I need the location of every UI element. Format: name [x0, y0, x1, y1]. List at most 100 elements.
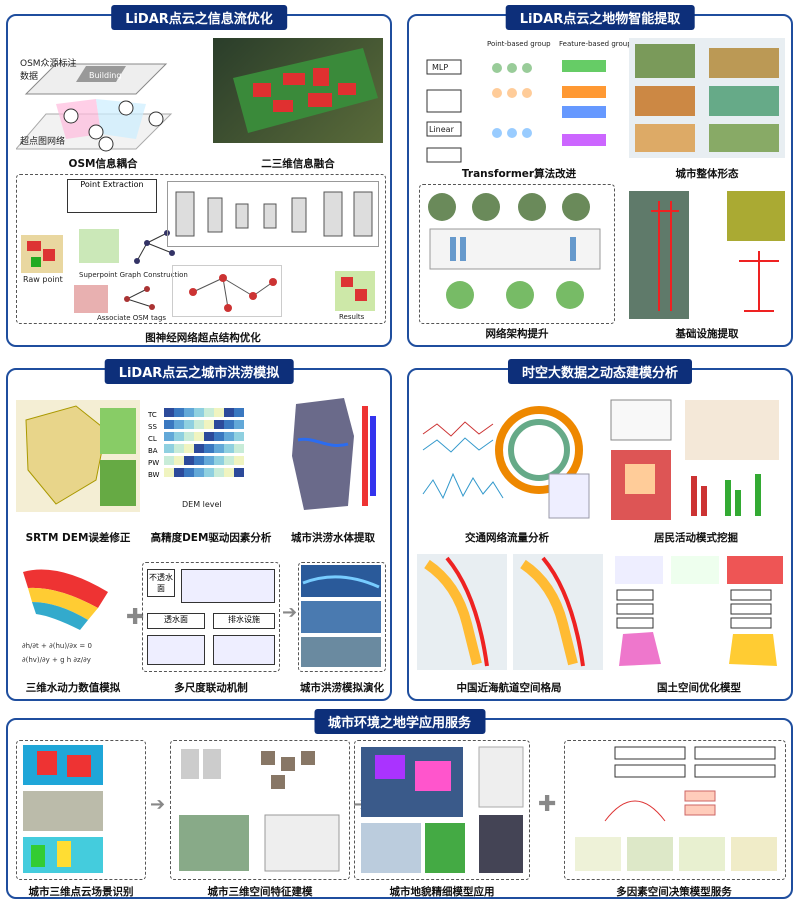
caption-infra: 基础设施提取 — [675, 328, 739, 340]
graph-node-image — [172, 265, 282, 317]
panel-title: 时空大数据之动态建模分析 — [507, 359, 693, 384]
heatmap-cell — [184, 420, 194, 429]
caption-fusion: 二三维信息融合 — [261, 158, 335, 170]
heatmap-cell — [234, 408, 244, 417]
heatmap-cell — [174, 456, 184, 465]
eq-box-1 — [181, 569, 275, 603]
caption-city: 城市整体形态 — [675, 168, 739, 180]
eq-box-3 — [213, 635, 275, 665]
heatmap-cell — [214, 444, 224, 453]
network-region — [419, 184, 615, 324]
point-extraction-box: Point Extraction — [67, 179, 157, 213]
fusion-render — [213, 38, 383, 143]
scene-region — [16, 740, 146, 880]
superpoint-image — [77, 223, 187, 271]
heatmap-cell — [174, 432, 184, 441]
panel-feature-extraction: LiDAR点云之地物智能提取 MLP Linear Point-based gr… — [407, 5, 793, 347]
heatmap-cell — [194, 432, 204, 441]
fine-model-region — [354, 740, 530, 880]
linear-label: Linear — [429, 125, 454, 134]
heatmap-cell — [224, 444, 234, 453]
caption-traffic: 交通网络流量分析 — [465, 532, 549, 544]
building-label: Building — [89, 71, 121, 80]
heatmap-cell — [194, 468, 204, 477]
mlp-label: MLP — [432, 63, 449, 72]
drainage-box: 排水设施 — [213, 613, 275, 629]
panel-info-flow: LiDAR点云之信息流优化 Building OSM众源标注数据 超点图网络 O… — [6, 5, 392, 347]
heatmap-cell — [214, 432, 224, 441]
impervious-box: 不透水面 — [147, 569, 175, 597]
heatmap-cell — [194, 456, 204, 465]
shipping-maps — [417, 554, 603, 670]
plus-icon: ✚ — [538, 792, 557, 817]
heatmap-row-label: TC — [148, 411, 157, 419]
heatmap-cell — [214, 456, 224, 465]
associate-image — [72, 283, 172, 315]
feature-group-label: Feature-based group — [559, 40, 632, 48]
heatmap-row-label: BA — [148, 447, 158, 455]
osm-label: OSM众源标注数据 — [20, 59, 77, 82]
caption-feature: 城市三维空间特征建模 — [207, 886, 313, 898]
heatmap-cell — [164, 468, 174, 477]
caption-fine: 城市地貌精细模型应用 — [389, 886, 495, 898]
dem-level-label: DEM level — [182, 500, 222, 509]
heatmap-cell — [234, 420, 244, 429]
heatmap-cell — [164, 432, 174, 441]
svg-text:∂h/∂t + ∂(hu)/∂x = 0: ∂h/∂t + ∂(hu)/∂x = 0 — [22, 642, 92, 650]
heatmap-cell — [234, 468, 244, 477]
heatmap-cell — [194, 408, 204, 417]
heatmap-cell — [214, 420, 224, 429]
permeable-box: 透水面 — [147, 613, 205, 629]
heatmap-cell — [224, 468, 234, 477]
heatmap-cell — [174, 468, 184, 477]
panel-title: LiDAR点云之地物智能提取 — [505, 5, 695, 30]
dem-heatmap: TC SS CL BA PW BW DEM level — [148, 400, 268, 512]
heatmap-row-label: PW — [148, 459, 160, 467]
heatmap-row-label: BW — [148, 471, 160, 479]
heatmap-cell — [164, 420, 174, 429]
heatmap-cell — [174, 408, 184, 417]
panel-dynamic-modeling: 时空大数据之动态建模分析 交通网络流量分析 居民活动模式挖掘 — [407, 359, 793, 701]
heatmap-row-label: CL — [148, 435, 157, 443]
heatmap-cell — [194, 444, 204, 453]
caption-gnn: 图神经网络超点结构优化 — [145, 332, 261, 344]
multiscale-region: 不透水面 透水面 排水设施 — [142, 562, 280, 672]
plus-icon: ✚ — [126, 605, 145, 630]
associate-label: Associate OSM tags — [97, 314, 167, 322]
heatmap-cell — [184, 408, 194, 417]
heatmap-cell — [214, 468, 224, 477]
heatmap-cell — [164, 444, 174, 453]
heatmap-cell — [234, 456, 244, 465]
heatmap-cell — [224, 456, 234, 465]
panel-title: 城市环境之地学应用服务 — [313, 709, 486, 734]
caption-flood: 城市洪涝模拟演化 — [300, 682, 384, 694]
heatmap-cell — [184, 468, 194, 477]
water-extraction-map — [284, 396, 384, 516]
svg-text:∂(hv)/∂y + g h ∂z/∂y: ∂(hv)/∂y + g h ∂z/∂y — [22, 656, 91, 664]
heatmap-cell — [184, 444, 194, 453]
superpoint-label: Superpoint Graph Construction — [79, 271, 188, 279]
arrow-right-icon: ➔ — [150, 794, 166, 815]
caption-water: 城市洪涝水体提取 — [291, 532, 375, 544]
heatmap-cell — [204, 420, 214, 429]
arrow-right-icon: ➔ — [282, 602, 298, 623]
heatmap-row-label: SS — [148, 423, 157, 431]
flood-evolution-region — [298, 562, 386, 672]
infra-image — [629, 191, 785, 319]
raw-point-image — [21, 235, 63, 273]
heatmap-cell — [224, 420, 234, 429]
heatmap-cell — [184, 456, 194, 465]
heatmap-cell — [234, 432, 244, 441]
caption-hydro: 三维水动力数值模拟 — [25, 682, 121, 694]
feature-model-region — [170, 740, 350, 880]
pooling-network — [167, 181, 379, 247]
heatmap-cell — [234, 444, 244, 453]
activity-mining — [605, 394, 785, 524]
results-label: Results — [339, 313, 365, 321]
transformer-diagram — [417, 38, 617, 166]
caption-osm: OSM信息耦合 — [68, 158, 138, 170]
raw-point-label: Raw point — [23, 275, 63, 284]
heatmap-cell — [184, 432, 194, 441]
heatmap-cell — [204, 432, 214, 441]
spatial-opt-model — [613, 554, 785, 670]
